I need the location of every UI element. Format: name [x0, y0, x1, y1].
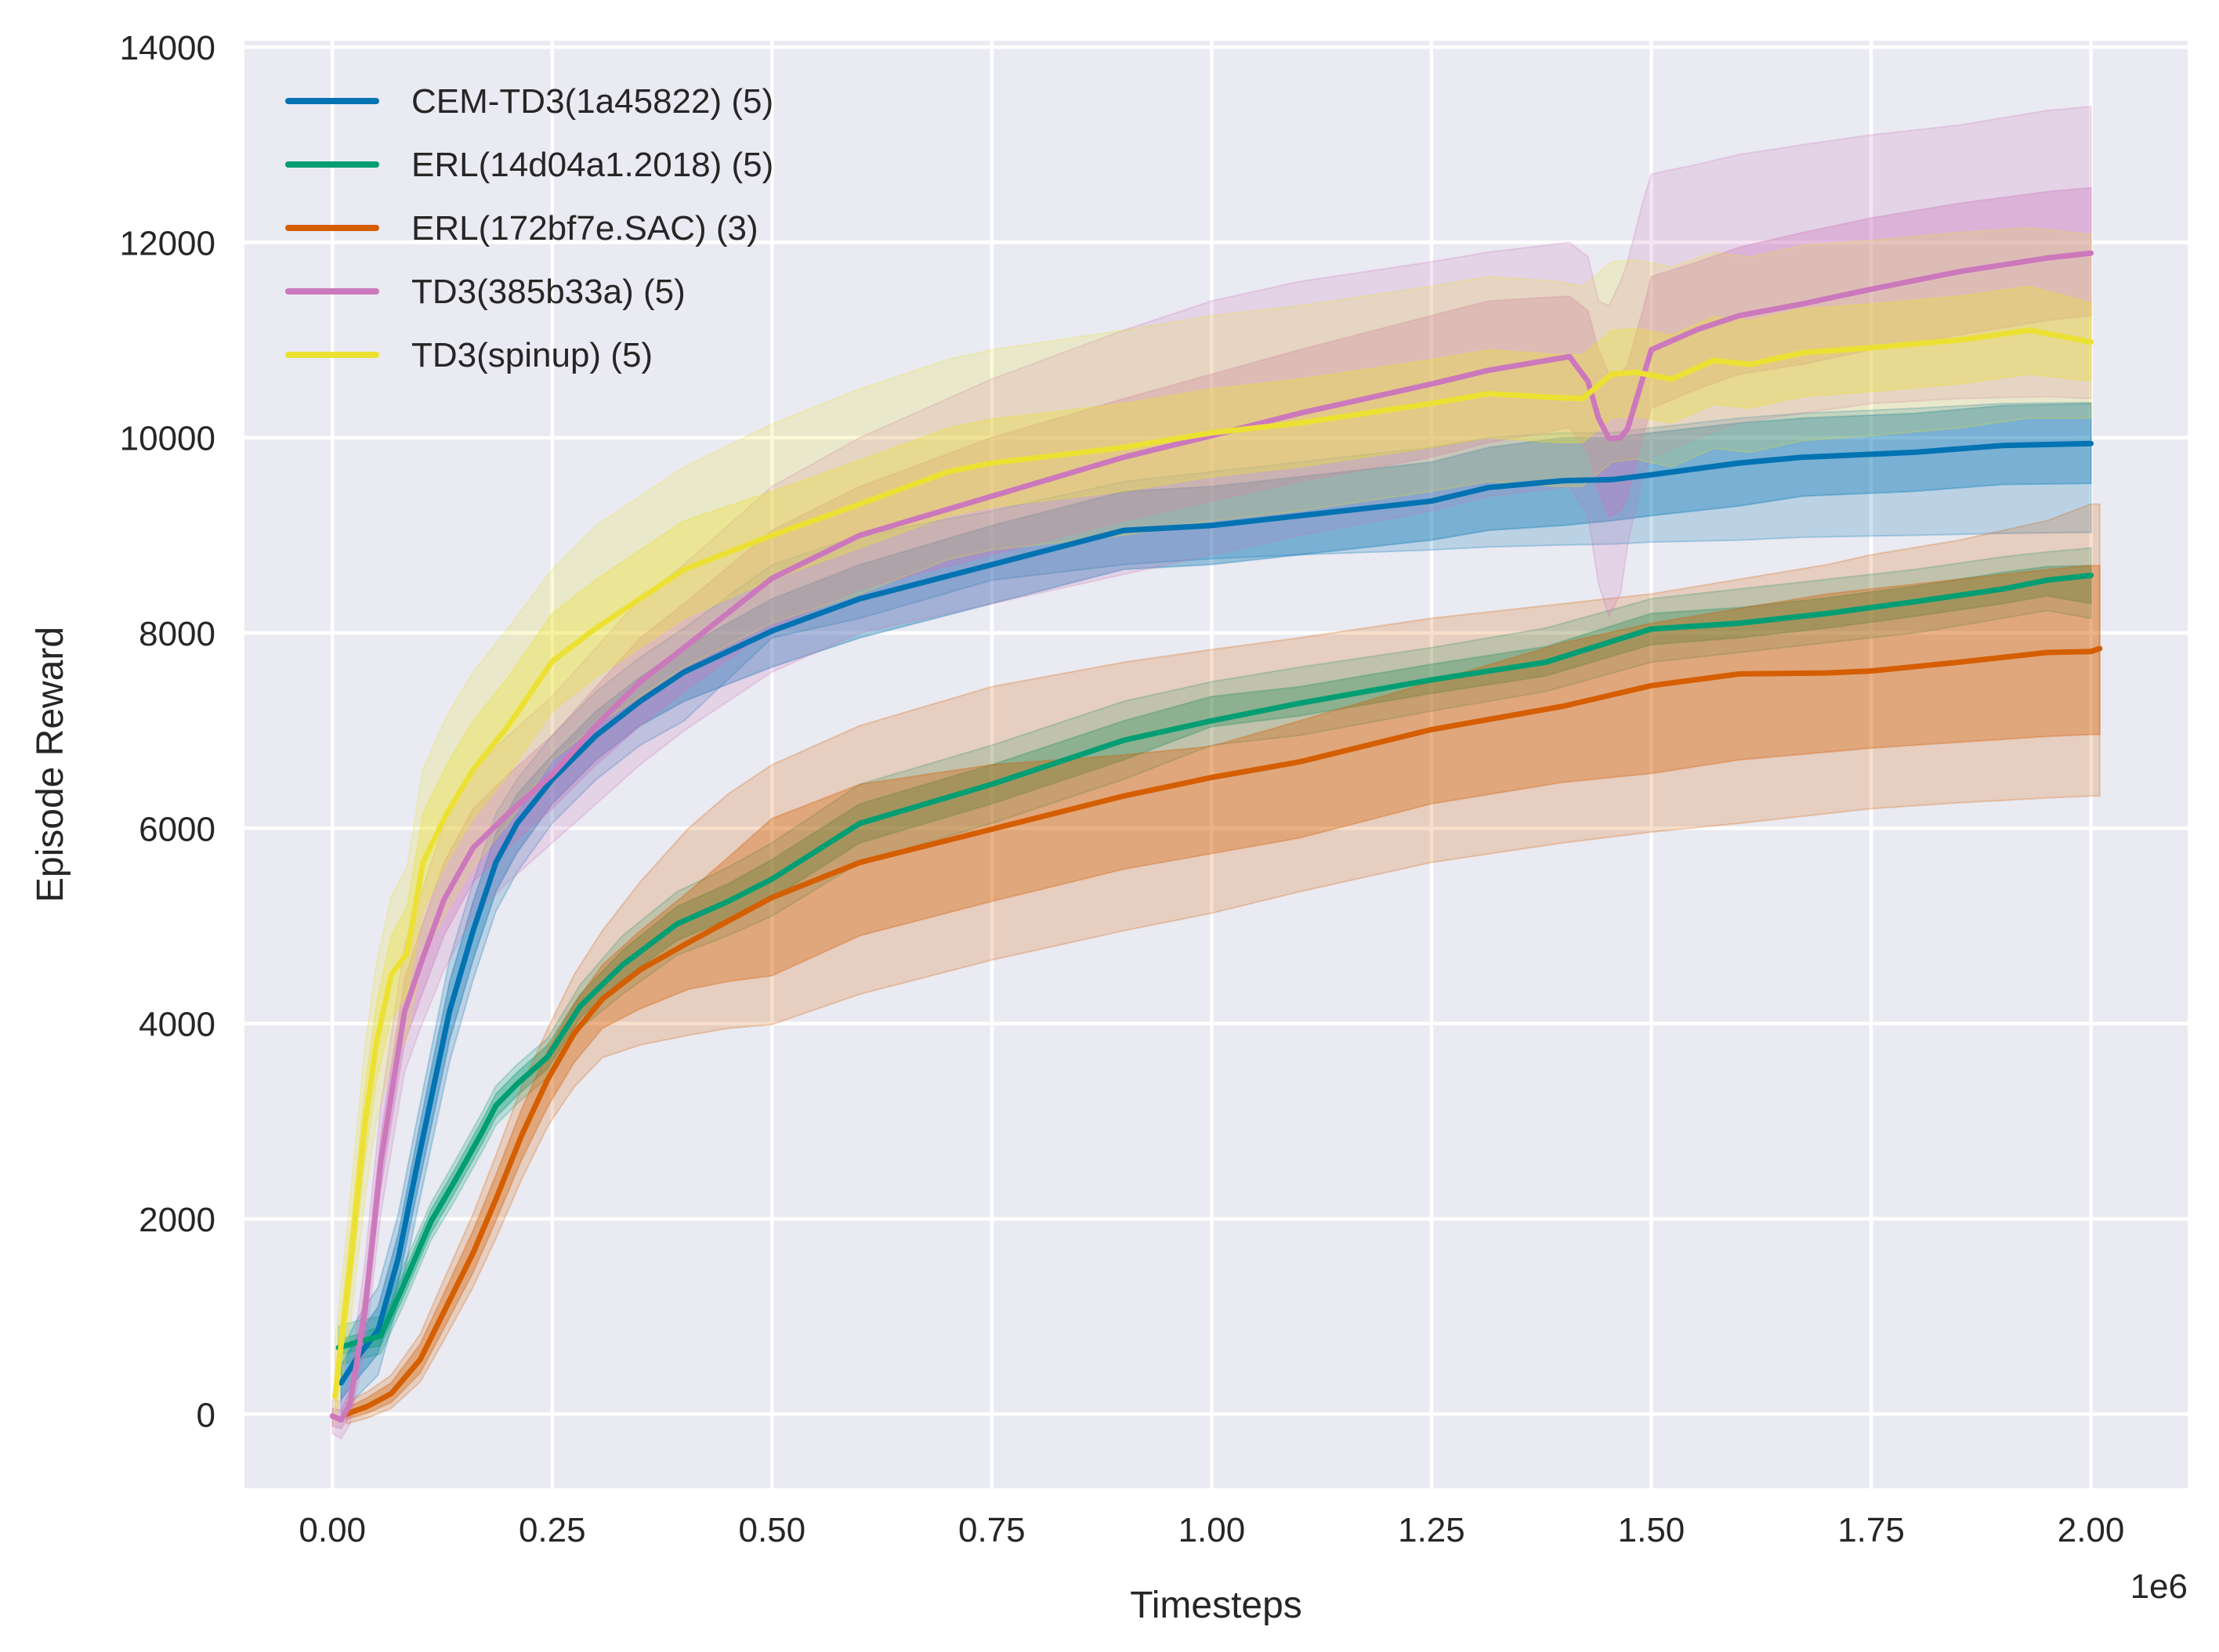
confidence-bands	[331, 106, 2101, 1440]
x-tick-label: 0.00	[299, 1511, 366, 1549]
inner-band	[346, 565, 2101, 1420]
outer-band	[338, 547, 2092, 1367]
legend-label: TD3(spinup) (5)	[411, 336, 653, 374]
legend-label: TD3(385b33a) (5)	[411, 273, 686, 311]
legend-label: CEM-TD3(1a45822) (5)	[411, 82, 773, 121]
series-lines	[329, 250, 2103, 1423]
x-tick-label: 2.00	[2058, 1511, 2125, 1549]
y-axis-label: Episode Reward	[30, 627, 71, 902]
outer-band	[346, 503, 2101, 1426]
series-line	[335, 573, 2094, 1350]
series-line	[329, 250, 2094, 1423]
y-tick-label: 4000	[139, 1006, 215, 1044]
legend-item: TD3(spinup) (5)	[285, 336, 653, 374]
legend: CEM-TD3(1a45822) (5) ERL(14d04a1.2018) (5…	[285, 82, 773, 374]
x-tick-label: 0.50	[738, 1511, 805, 1549]
y-tick-label: 10000	[120, 420, 215, 458]
x-tick-label: 1.25	[1398, 1511, 1465, 1549]
x-axis-label: Timesteps	[1130, 1585, 1302, 1626]
x-offset-label: 1e6	[2130, 1567, 2188, 1606]
y-tick-label: 0	[197, 1396, 215, 1434]
inner-band	[334, 285, 2092, 1415]
x-tick-labels: 0.00 0.25 0.50 0.75 1.00 1.25 1.50 1.75 2.00	[299, 1511, 2124, 1549]
y-tick-label: 2000	[139, 1201, 215, 1239]
y-tick-label: 12000	[120, 224, 215, 262]
legend-item: CEM-TD3(1a45822) (5)	[285, 82, 773, 121]
x-gridlines	[330, 41, 2093, 1488]
y-tick-label: 6000	[139, 810, 215, 848]
y-gridlines	[244, 45, 2188, 1416]
x-tick-label: 1.75	[1837, 1511, 1905, 1549]
outer-band	[340, 401, 2092, 1416]
outer-band	[334, 226, 2092, 1430]
y-tick-label: 8000	[139, 615, 215, 653]
x-tick-label: 0.75	[958, 1511, 1026, 1549]
series-line	[332, 327, 2094, 1400]
series-line	[343, 645, 2103, 1417]
series-line	[338, 440, 2094, 1386]
x-tick-label: 1.50	[1618, 1511, 1685, 1549]
legend-label: ERL(14d04a1.2018) (5)	[411, 146, 773, 184]
x-tick-label: 1.00	[1178, 1511, 1246, 1549]
legend-item: ERL(172bf7e.SAC) (3)	[285, 209, 758, 248]
inner-band	[340, 403, 2092, 1402]
y-tick-label: 14000	[120, 29, 215, 67]
y-tick-labels: 0 2000 4000 6000 8000 10000 12000 14000	[120, 29, 215, 1434]
inner-band	[338, 564, 2092, 1357]
legend-item: TD3(385b33a) (5)	[285, 273, 686, 311]
legend-label: ERL(172bf7e.SAC) (3)	[411, 209, 758, 248]
x-tick-label: 0.25	[519, 1511, 586, 1549]
legend-item: ERL(14d04a1.2018) (5)	[285, 146, 773, 184]
